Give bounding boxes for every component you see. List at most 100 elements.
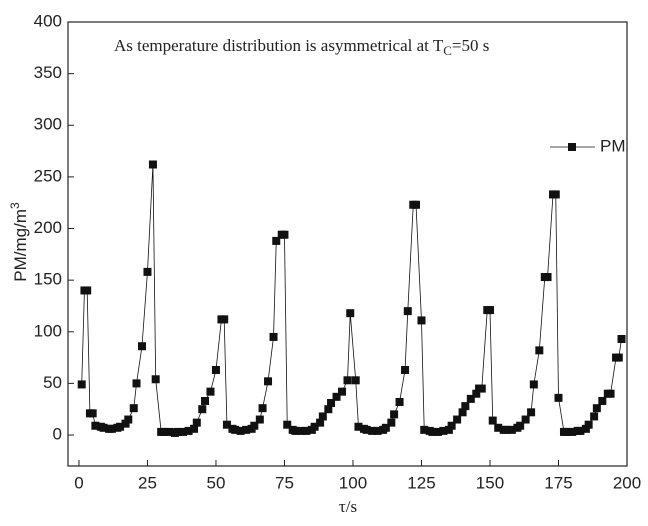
marker (535, 346, 544, 355)
legend-label: PM (600, 136, 626, 155)
marker (387, 418, 396, 427)
marker (159, 427, 168, 436)
marker (439, 426, 448, 435)
marker (527, 408, 536, 417)
marker (129, 404, 138, 413)
marker (444, 425, 453, 434)
marker (318, 412, 327, 421)
marker (83, 286, 92, 295)
marker (343, 376, 352, 385)
marker (502, 425, 511, 434)
marker (433, 427, 442, 436)
marker (453, 415, 462, 424)
annotation: As temperature distribution is asymmetri… (114, 36, 489, 58)
marker (485, 306, 494, 315)
marker (280, 230, 289, 239)
marker (324, 405, 333, 414)
marker (269, 332, 278, 341)
x-tick-label: 125 (407, 473, 435, 492)
marker (562, 427, 571, 436)
marker (403, 307, 412, 316)
marker (302, 426, 311, 435)
marker (250, 421, 259, 430)
y-tick-label: 150 (34, 270, 62, 289)
marker (390, 410, 399, 419)
marker (151, 375, 160, 384)
y-tick-label: 200 (34, 218, 62, 237)
marker (381, 423, 390, 432)
marker (201, 396, 210, 405)
marker (124, 415, 133, 424)
marker (472, 389, 481, 398)
marker (373, 426, 382, 435)
marker (338, 387, 347, 396)
marker (521, 415, 530, 424)
marker (576, 426, 585, 435)
marker (291, 426, 300, 435)
x-tick-label: 200 (613, 473, 641, 492)
marker (488, 416, 497, 425)
marker (420, 425, 429, 434)
marker (417, 316, 426, 325)
marker (310, 422, 319, 431)
marker (255, 415, 264, 424)
marker (412, 200, 421, 209)
marker (494, 423, 503, 432)
marker (192, 418, 201, 427)
marker (551, 190, 560, 199)
y-tick-label: 100 (34, 321, 62, 340)
marker (137, 342, 146, 351)
marker (554, 393, 563, 402)
marker (606, 389, 615, 398)
marker (184, 426, 193, 435)
marker (346, 309, 355, 318)
marker (543, 273, 552, 282)
marker (507, 425, 516, 434)
marker (581, 424, 590, 433)
marker (529, 380, 538, 389)
x-tick-label: 0 (74, 473, 83, 492)
marker (116, 422, 125, 431)
marker (148, 160, 157, 169)
marker (264, 377, 273, 386)
marker (568, 427, 577, 436)
marker (584, 420, 593, 429)
x-tick-label: 50 (207, 473, 226, 492)
marker (590, 412, 599, 421)
marker (220, 315, 229, 324)
marker (107, 424, 116, 433)
marker (401, 365, 410, 374)
marker (614, 353, 623, 362)
marker (77, 380, 86, 389)
marker (428, 427, 437, 436)
y-tick-label: 250 (34, 166, 62, 185)
marker (165, 427, 174, 436)
x-tick-label: 175 (544, 473, 572, 492)
x-tick-label: 150 (476, 473, 504, 492)
marker (477, 384, 486, 393)
legend-marker (568, 143, 576, 151)
x-tick-label: 100 (339, 473, 367, 492)
marker (236, 426, 245, 435)
x-axis-label: τ/s (339, 497, 357, 516)
marker (132, 379, 141, 388)
x-tick-label: 25 (138, 473, 157, 492)
marker (368, 426, 377, 435)
marker (458, 408, 467, 417)
marker (461, 402, 470, 411)
marker (179, 427, 188, 436)
y-tick-label: 400 (34, 11, 62, 30)
marker (242, 425, 251, 434)
y-tick-label: 0 (53, 425, 62, 444)
marker (91, 421, 100, 430)
marker (231, 425, 240, 434)
y-tick-label: 50 (43, 373, 62, 392)
marker (447, 421, 456, 430)
marker (395, 397, 404, 406)
y-axis-label: PM/mg/m3 (8, 202, 30, 282)
marker (327, 399, 336, 408)
marker (332, 392, 341, 401)
series-line (81, 164, 622, 434)
